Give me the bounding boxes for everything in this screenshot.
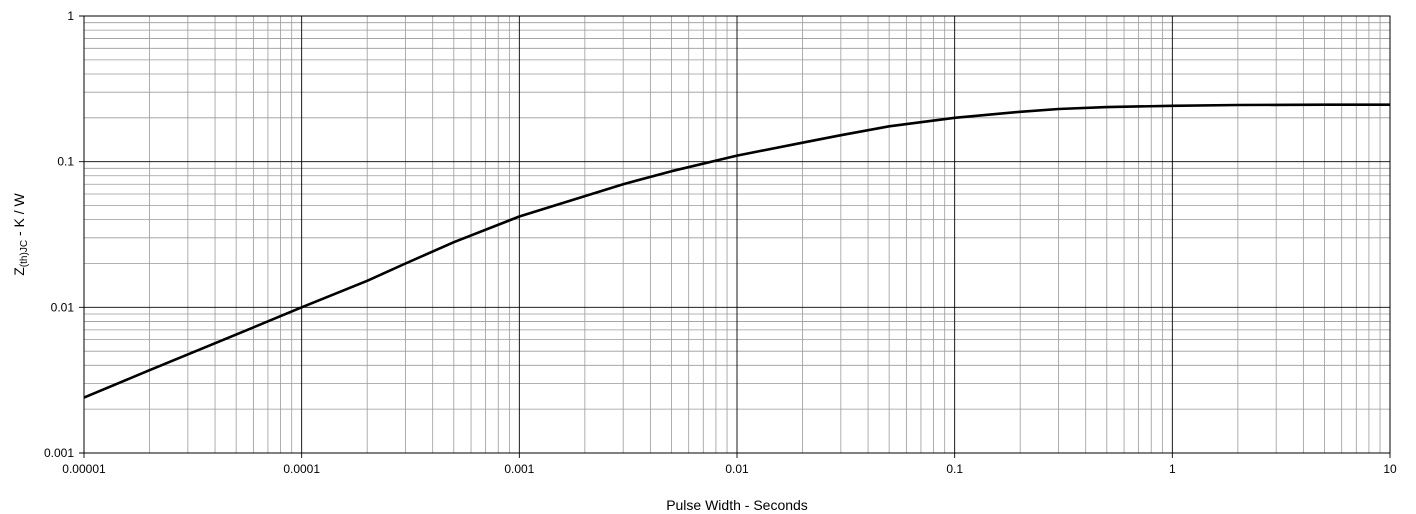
- x-tick-label: 0.001: [504, 462, 534, 476]
- y-axis-title-main: Z: [11, 267, 27, 276]
- y-tick-label: 0.001: [44, 446, 74, 460]
- y-tick-label: 0.01: [51, 300, 75, 314]
- x-tick-label: 0.0001: [283, 462, 320, 476]
- y-axis-title-unit: - K / W: [11, 192, 27, 239]
- series-layer: [83, 103, 1390, 399]
- plot-area-frame: [83, 15, 1391, 454]
- y-tick-label: 0.1: [57, 155, 74, 169]
- y-tick-label: 1: [67, 9, 74, 23]
- major-grid: [79, 15, 1391, 458]
- zth-curve: [83, 103, 1390, 399]
- y-axis-title-subscript: (th)JC: [19, 240, 30, 267]
- x-tick-label: 0.00001: [62, 462, 106, 476]
- x-tick-label: 10: [1383, 462, 1397, 476]
- y-axis-title: Z(th)JC - K / W: [11, 192, 30, 275]
- x-tick-labels: 0.00001 0.0001 0.001 0.01 0.1 1 10: [62, 462, 1397, 476]
- x-tick-label: 0.01: [725, 462, 749, 476]
- x-tick-label: 0.1: [946, 462, 963, 476]
- x-axis-title: Pulse Width - Seconds: [666, 497, 808, 513]
- x-tick-label: 1: [1169, 462, 1176, 476]
- y-tick-labels: 0.001 0.01 0.1 1: [44, 9, 74, 460]
